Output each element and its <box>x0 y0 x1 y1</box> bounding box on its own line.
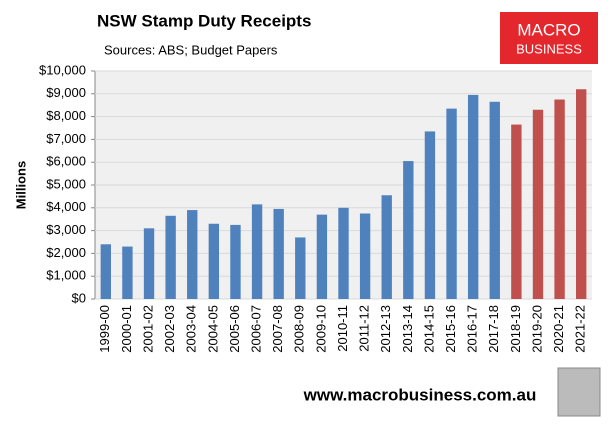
y-tick-label: $2,000 <box>46 245 86 260</box>
x-tick-label: 2003-04 <box>184 305 199 353</box>
x-tick-label: 2021-22 <box>573 305 588 353</box>
y-tick-label: $10,000 <box>39 62 86 77</box>
x-tick-label: 2014-15 <box>421 305 436 353</box>
bar <box>316 214 328 299</box>
bar <box>467 94 479 299</box>
y-tick-label: $0 <box>72 290 86 305</box>
x-tick-label: 2011-12 <box>357 305 372 352</box>
bar <box>554 99 565 299</box>
bar <box>532 109 544 299</box>
x-tick-label: 2008-09 <box>292 305 307 353</box>
wolf-icon <box>557 367 601 417</box>
bar <box>100 244 111 299</box>
logo-text: BUSINESS <box>516 41 582 56</box>
x-tick-label: 1999-00 <box>97 305 112 353</box>
bar <box>187 210 198 299</box>
bar <box>295 237 306 299</box>
logo-text: MACRO <box>517 20 580 39</box>
x-tick-label: 2000-01 <box>119 305 134 353</box>
x-tick-label: 2010-11 <box>335 305 350 352</box>
bar <box>446 108 457 300</box>
bar <box>381 195 392 299</box>
bar <box>251 204 263 299</box>
x-tick-label: 2004-05 <box>205 305 220 353</box>
bar <box>273 208 284 299</box>
bar <box>511 124 522 299</box>
bar <box>403 161 414 299</box>
x-tick-label: 2020-21 <box>551 305 566 353</box>
bar <box>424 131 436 299</box>
x-tick-label: 2018-19 <box>508 305 523 353</box>
bar <box>489 101 500 299</box>
x-tick-label: 2012-13 <box>378 305 393 353</box>
y-tick-label: $5,000 <box>46 176 86 191</box>
y-tick-label: $9,000 <box>46 85 86 100</box>
y-tick-label: $4,000 <box>46 199 86 214</box>
y-tick-label: $3,000 <box>46 222 86 237</box>
bar <box>143 228 155 299</box>
logo-box <box>500 12 598 64</box>
bar <box>165 215 176 299</box>
x-tick-label: 2009-10 <box>313 305 328 353</box>
footer: www.macrobusiness.com.au <box>303 385 537 404</box>
x-tick-label: 2005-06 <box>227 305 242 353</box>
x-tick-label: 2019-20 <box>529 305 544 353</box>
y-tick-label: $6,000 <box>46 154 86 169</box>
bar <box>208 223 220 299</box>
y-tick-label: $8,000 <box>46 108 86 123</box>
y-axis-label: Millions <box>13 161 28 209</box>
bar <box>338 207 349 299</box>
x-tick-label: 2001-02 <box>140 305 155 353</box>
chart-subtitle: Sources: ABS; Budget Papers <box>104 42 278 57</box>
x-tick-label: 2007-08 <box>270 305 285 353</box>
x-tick-label: 2016-17 <box>465 305 480 353</box>
y-tick-label: $7,000 <box>46 131 86 146</box>
x-tick-label: 2013-14 <box>400 305 415 353</box>
bar <box>122 246 133 299</box>
x-tick-label: 2017-18 <box>486 305 501 353</box>
x-tick-label: 2015-16 <box>443 305 458 353</box>
bar <box>230 224 241 299</box>
logo: MACRO BUSINESS <box>500 12 598 64</box>
bar <box>359 213 371 299</box>
y-tick-label: $1,000 <box>46 268 86 283</box>
x-tick-label: 2002-03 <box>162 305 177 353</box>
bar <box>576 89 587 300</box>
x-tick-label: 2006-07 <box>249 305 264 353</box>
chart-title: NSW Stamp Duty Receipts <box>97 11 311 30</box>
